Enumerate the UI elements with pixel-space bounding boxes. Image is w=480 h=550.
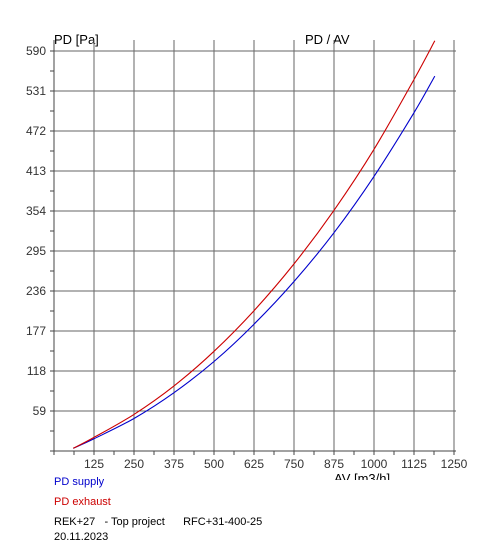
x-tick-label-1: 250 (124, 457, 144, 471)
legend-supply-label: PD supply (54, 476, 105, 488)
legend-supply: PD supply (54, 476, 104, 488)
y-tick-label-1: 118 (27, 364, 46, 378)
series-lines (72, 40, 436, 449)
x-tick-label-9: 1250 (441, 457, 468, 471)
x-tick-label-4: 625 (244, 457, 264, 471)
series-line-1 (72, 40, 436, 449)
y-tick-label-2: 177 (26, 324, 46, 338)
x-axis-title: AV [m3/h] (334, 471, 390, 480)
y-tick-label-8: 531 (26, 84, 46, 98)
tick-labels: 59 118 177 236 295 354 413 472 531 590 125 250 375 50… (26, 44, 468, 471)
chart-title: PD / AV (305, 32, 350, 47)
axes (50, 40, 456, 455)
y-tick-label-6: 413 (26, 164, 46, 178)
x-tick-label-0: 125 (84, 457, 104, 471)
legend-exhaust: PD exhaust (54, 496, 111, 508)
x-tick-label-3: 500 (204, 457, 224, 471)
x-tick-label-8: 1125 (401, 457, 427, 471)
x-tick-label-6: 875 (324, 457, 344, 471)
y-tick-label-3: 236 (26, 284, 46, 298)
y-tick-label-4: 295 (26, 244, 46, 258)
y-tick-label-0: 59 (33, 404, 47, 418)
footer-date: 20.11.2023 (54, 531, 109, 543)
x-tick-label-7: 1000 (361, 457, 388, 471)
legend-exhaust-label: PD exhaust (54, 496, 111, 508)
series-line-0 (72, 75, 436, 449)
grid (54, 40, 456, 451)
y-tick-label-5: 354 (26, 204, 46, 218)
project-line: REK+27 - Top project RFC+31-400-25 (54, 516, 263, 528)
x-tick-label-5: 750 (284, 457, 304, 471)
y-axis-title: PD [Pa] (54, 32, 99, 47)
y-tick-label-7: 472 (26, 124, 46, 138)
x-tick-label-2: 375 (164, 457, 184, 471)
y-tick-label-9: 590 (26, 44, 46, 58)
chart: PD [Pa] PD / AV AV [m3/h] 59 118 177 236 295… (26, 32, 468, 480)
